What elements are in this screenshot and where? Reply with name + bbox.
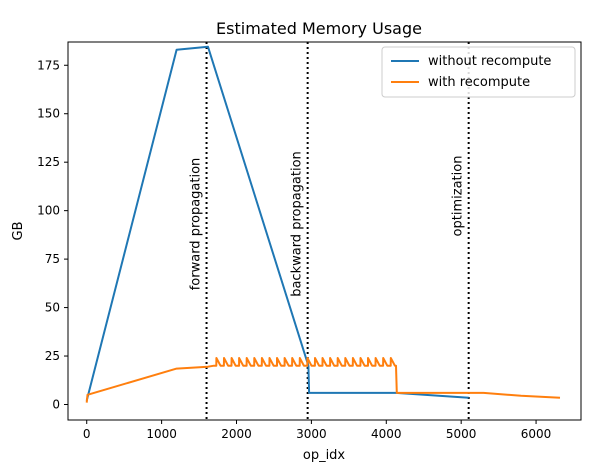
x-axis: 0 1000 2000 3000 4000 5000 6000 — [83, 420, 551, 441]
legend: without recompute with recompute — [381, 46, 576, 98]
y-tick-label: 175 — [37, 58, 60, 72]
phase-label: backward propagation — [290, 151, 305, 297]
plot-area-frame — [67, 41, 582, 421]
phase-label: forward propagation — [189, 158, 204, 291]
x-tick-label: 3000 — [296, 427, 327, 441]
y-tick-label: 75 — [45, 252, 60, 266]
y-tick-label: 0 — [52, 397, 60, 411]
x-tick-label: 1000 — [146, 427, 177, 441]
series-layer — [85, 45, 561, 403]
x-axis-label: op_idx — [303, 448, 346, 463]
legend-label-without-recompute: without recompute — [428, 54, 551, 69]
y-axis-label: GB — [11, 222, 26, 241]
y-tick-label: 50 — [45, 301, 60, 315]
phase-label: optimization — [451, 156, 466, 237]
x-tick-label: 4000 — [371, 427, 402, 441]
legend-box — [381, 46, 576, 98]
x-tick-label: 5000 — [446, 427, 477, 441]
series-line-with-recompute — [85, 357, 561, 403]
y-tick-label: 125 — [37, 155, 60, 169]
legend-label-with-recompute: with recompute — [428, 75, 530, 90]
series-line-without-recompute — [85, 45, 469, 401]
y-tick-label: 100 — [37, 204, 60, 218]
y-axis: 0 25 50 75 100 125 150 175 — [37, 58, 68, 411]
y-tick-label: 25 — [45, 349, 60, 363]
y-tick-label: 150 — [37, 107, 60, 121]
chart-title: Estimated Memory Usage — [216, 19, 422, 38]
x-tick-label: 6000 — [521, 427, 552, 441]
x-tick-label: 2000 — [221, 427, 252, 441]
x-tick-label: 0 — [83, 427, 91, 441]
phase-annotations: forward propagation backward propagation o… — [189, 42, 470, 420]
